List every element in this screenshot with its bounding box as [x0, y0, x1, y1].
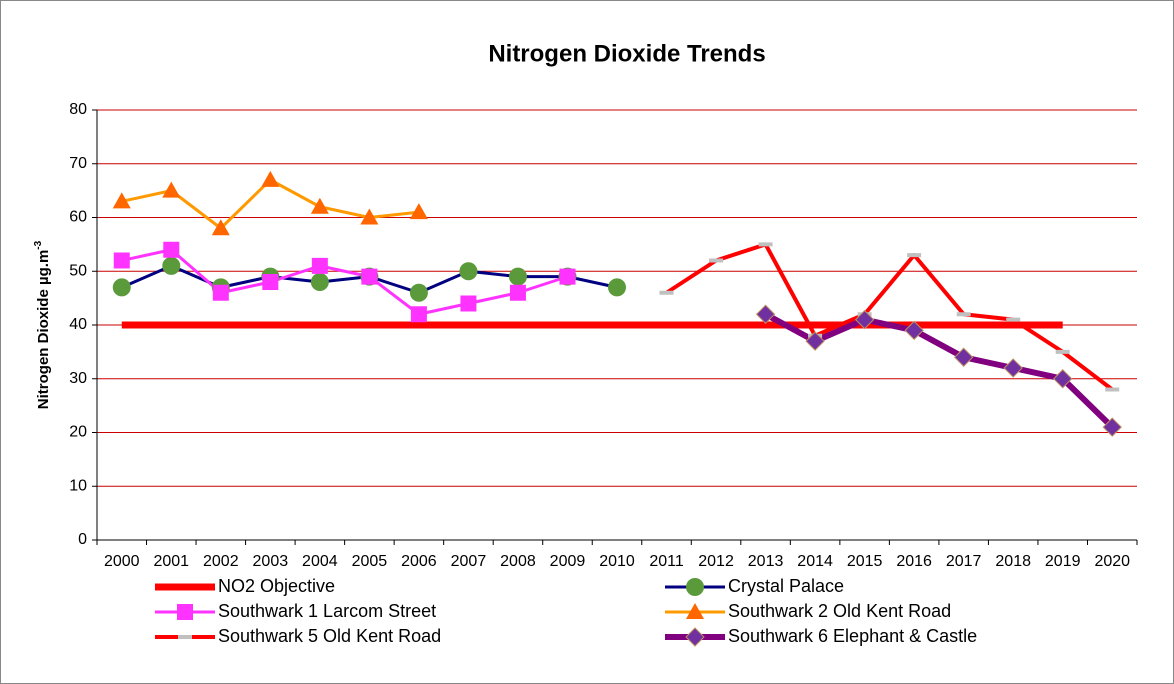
x-tick-label: 2005 — [352, 553, 388, 570]
x-tick-label: 2002 — [203, 553, 239, 570]
point — [758, 242, 773, 247]
point — [211, 219, 230, 236]
point — [459, 262, 478, 281]
point — [261, 170, 280, 187]
point — [509, 284, 526, 301]
x-tick-label: 2019 — [1045, 553, 1081, 570]
series-line — [665, 242, 1114, 392]
point — [1006, 317, 1021, 322]
point — [460, 295, 477, 312]
point — [361, 268, 378, 285]
y-tick-label: 30 — [69, 370, 87, 387]
point — [508, 267, 527, 286]
y-tick-label: 60 — [69, 209, 87, 226]
x-tick-label: 2003 — [253, 553, 289, 570]
chart-title: Nitrogen Dioxide Trends — [488, 40, 765, 67]
point — [360, 208, 379, 225]
y-tick-label: 10 — [69, 477, 87, 494]
legend-label: Crystal Palace — [728, 576, 844, 596]
point — [1055, 349, 1070, 354]
legend-marker — [685, 627, 705, 647]
point — [162, 256, 181, 275]
y-tick-label: 80 — [69, 101, 87, 118]
y-label-sup: -3 — [33, 240, 44, 249]
x-tick-label: 2007 — [451, 553, 487, 570]
legend-marker — [686, 578, 704, 596]
point — [162, 181, 181, 198]
series-line — [764, 311, 1115, 430]
point — [410, 306, 427, 323]
point — [956, 312, 971, 317]
point — [409, 283, 428, 302]
point — [163, 241, 180, 258]
point — [755, 304, 776, 324]
x-tick-label: 2012 — [698, 553, 734, 570]
point — [262, 274, 279, 290]
x-tick-label: 2008 — [500, 553, 536, 570]
y-tick-label: 40 — [69, 316, 87, 333]
point — [805, 331, 825, 351]
legend-label: Southwark 1 Larcom Street — [218, 601, 436, 621]
legend-marker — [177, 604, 193, 620]
series-line — [121, 248, 568, 316]
y-label-text: Nitrogen Dioxide µg.m — [35, 250, 52, 410]
point — [212, 284, 229, 301]
x-tick-label: 2009 — [550, 553, 586, 570]
point — [659, 290, 674, 295]
point — [854, 309, 875, 330]
y-axis-label: Nitrogen Dioxide µg.m-3 — [33, 240, 52, 409]
point — [559, 268, 576, 285]
x-tick-label: 2004 — [302, 553, 338, 570]
point — [112, 192, 131, 209]
point — [1105, 387, 1120, 392]
legend-label: Southwark 5 Old Kent Road — [218, 626, 441, 646]
point — [1053, 369, 1073, 389]
x-tick-label: 2017 — [946, 553, 982, 570]
x-tick-label: 2020 — [1094, 553, 1130, 570]
x-tick-label: 2013 — [748, 553, 784, 570]
point — [112, 278, 131, 297]
y-tick-label: 20 — [69, 424, 87, 441]
y-tick-label: 50 — [69, 262, 87, 279]
point — [1102, 417, 1122, 437]
legend-marker — [686, 603, 704, 619]
x-tick-label: 2000 — [104, 553, 140, 570]
legend-label: NO2 Objective — [218, 576, 335, 596]
x-tick-label: 2018 — [995, 553, 1031, 570]
legend-label: Southwark 6 Elephant & Castle — [728, 626, 977, 646]
point — [113, 252, 130, 269]
point — [1003, 358, 1023, 378]
point — [409, 203, 428, 220]
y-tick-label: 70 — [69, 155, 87, 172]
x-tick-label: 2010 — [599, 553, 635, 570]
x-tick-label: 2006 — [401, 553, 437, 570]
x-tick-label: 2014 — [797, 553, 833, 570]
x-tick-label: 2011 — [649, 553, 684, 570]
y-tick-label: 0 — [78, 531, 87, 548]
legend-label: Southwark 2 Old Kent Road — [728, 601, 951, 621]
legend-marker — [178, 635, 192, 639]
x-tick-label: 2016 — [896, 553, 932, 570]
point — [907, 253, 922, 258]
point — [904, 320, 924, 341]
point — [709, 258, 724, 263]
x-tick-label: 2001 — [153, 553, 189, 570]
point — [953, 347, 974, 367]
x-tick-label: 2015 — [847, 553, 883, 570]
point — [311, 257, 328, 274]
point — [310, 197, 329, 214]
point — [310, 273, 329, 291]
point — [608, 278, 626, 297]
